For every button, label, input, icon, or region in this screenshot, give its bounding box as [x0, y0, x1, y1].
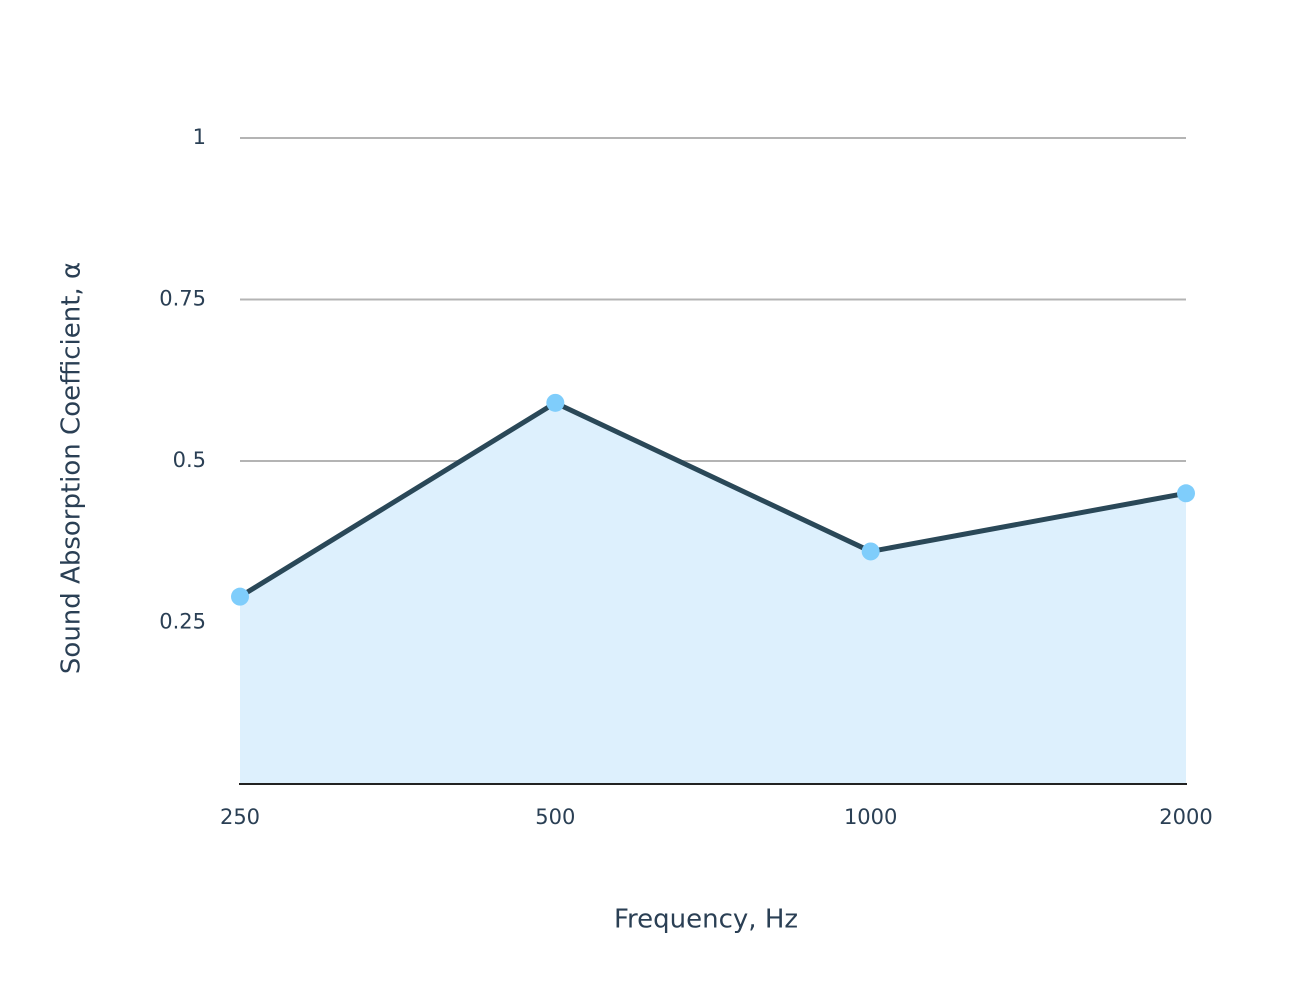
marker	[231, 587, 249, 606]
line	[238, 400, 1187, 599]
y-tick-label: 0.25	[159, 610, 206, 634]
x-tick-label: 250	[220, 805, 260, 829]
marker	[546, 393, 565, 412]
x-tick-label: 1000	[844, 805, 897, 829]
marker	[861, 542, 880, 561]
area-fill	[240, 402, 1186, 784]
x-tick-label: 500	[535, 805, 575, 829]
y-tick-label: 1	[193, 125, 206, 149]
marker	[1177, 484, 1195, 503]
x-tick-label: 2000	[1159, 805, 1212, 829]
y-tick-label: 0.75	[159, 287, 206, 311]
y-tick-label: 0.5	[173, 448, 206, 472]
x-axis-title: Frequency, Hz	[614, 905, 798, 935]
y-axis-title: Sound Absorption Coefficient, α	[57, 262, 87, 674]
